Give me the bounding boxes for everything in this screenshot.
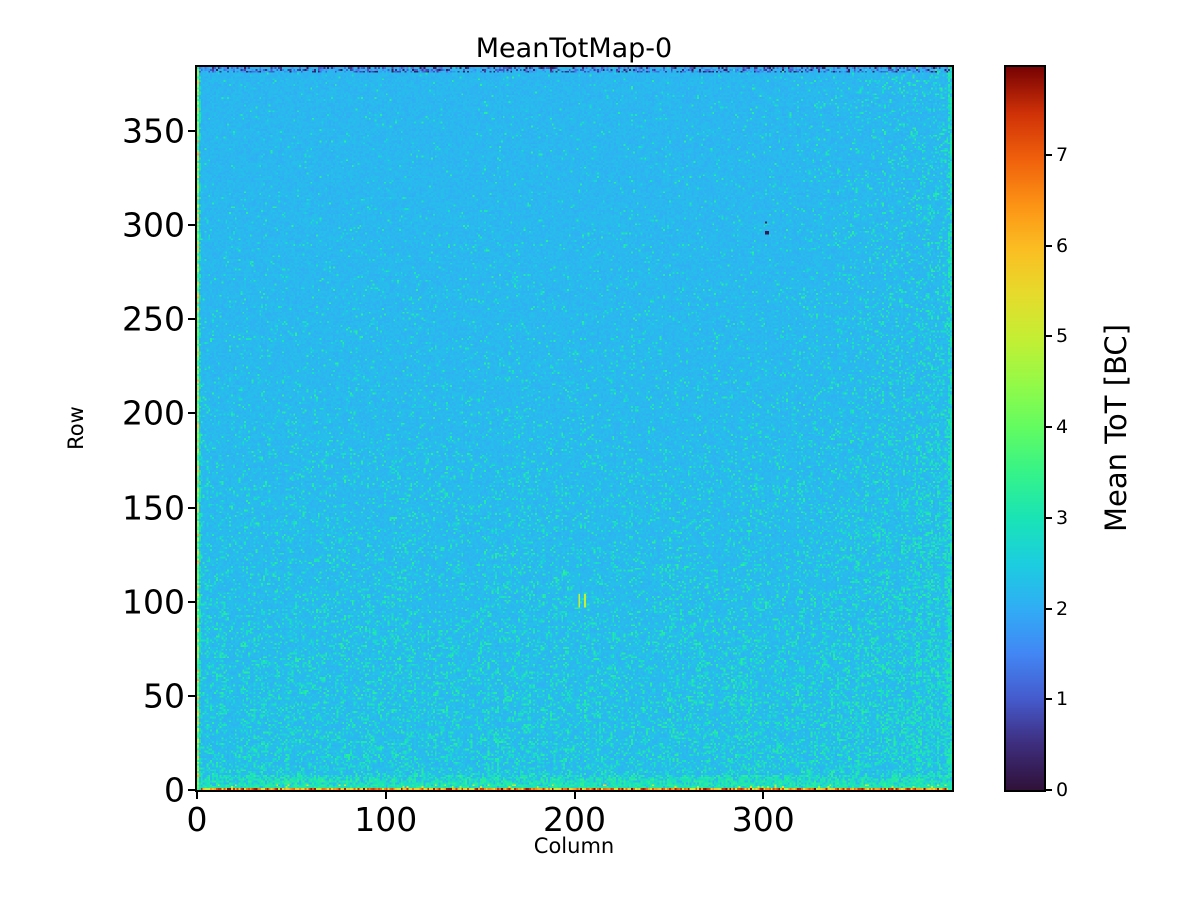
x-tick-mark <box>384 792 387 799</box>
y-tick-mark <box>188 600 195 603</box>
x-tick-mark <box>762 792 765 799</box>
colorbar-tick-label: 2 <box>1056 597 1069 620</box>
colorbar-tick-mark <box>1046 426 1052 429</box>
x-tick-label: 200 <box>543 800 606 839</box>
colorbar-tick-label: 5 <box>1056 325 1069 348</box>
y-tick-label: 250 <box>122 299 185 339</box>
y-tick-mark <box>188 506 195 509</box>
y-tick-mark <box>188 789 195 791</box>
y-tick-mark <box>188 130 195 133</box>
colorbar-tick-label: 0 <box>1056 779 1069 801</box>
x-axis-label: Column <box>533 834 615 858</box>
chart-title: MeanTotMap-0 <box>475 33 673 64</box>
colorbar-tick-mark <box>1046 244 1052 247</box>
heatmap-canvas <box>197 67 952 790</box>
colorbar-tick-label: 1 <box>1056 688 1069 711</box>
x-tick-mark <box>196 792 198 799</box>
colorbar-tick-mark <box>1046 698 1052 701</box>
y-tick-mark <box>188 412 195 415</box>
y-tick-mark <box>188 224 195 227</box>
y-tick-label: 200 <box>122 393 185 433</box>
y-tick-label: 350 <box>122 111 185 151</box>
colorbar-label: Mean ToT [BC] <box>1099 324 1133 532</box>
x-tick-label: 100 <box>354 800 418 839</box>
colorbar-tick-label: 4 <box>1056 416 1069 439</box>
colorbar-tick-label: 7 <box>1056 143 1069 166</box>
y-tick-label: 50 <box>143 676 185 716</box>
x-tick-label: 300 <box>731 800 795 839</box>
colorbar-gradient <box>1006 67 1044 790</box>
y-tick-mark <box>188 318 195 321</box>
x-tick-label: 0 <box>186 800 208 839</box>
y-tick-label: 300 <box>122 205 185 245</box>
y-axis-label: Row <box>64 406 88 450</box>
colorbar-tick-mark <box>1046 607 1052 610</box>
colorbar-tick-mark <box>1046 335 1052 338</box>
y-tick-label: 0 <box>164 770 185 810</box>
colorbar-tick-mark <box>1046 516 1052 519</box>
colorbar-tick-label: 6 <box>1056 234 1069 257</box>
colorbar-tick-mark <box>1046 153 1052 156</box>
x-tick-mark <box>573 792 576 799</box>
colorbar-tick-label: 3 <box>1056 506 1069 529</box>
colorbar-tick-mark <box>1046 789 1052 791</box>
y-tick-label: 150 <box>122 488 185 528</box>
y-tick-label: 100 <box>122 582 185 622</box>
y-tick-mark <box>188 694 195 697</box>
